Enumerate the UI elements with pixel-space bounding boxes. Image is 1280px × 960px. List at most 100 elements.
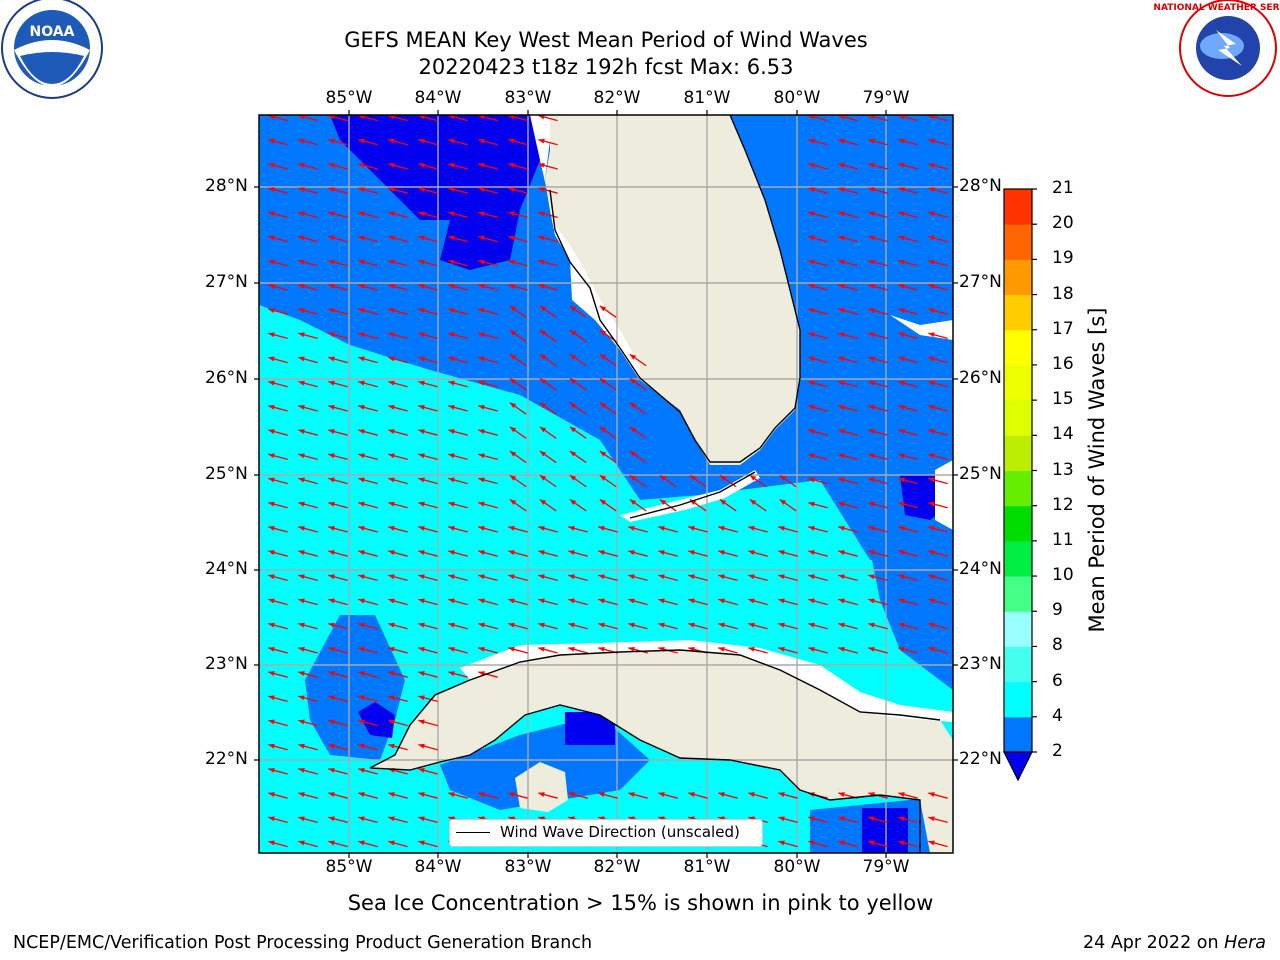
wind-wave-arrow (298, 622, 318, 630)
wind-wave-arrow (598, 525, 618, 533)
wind-wave-arrow (808, 816, 828, 824)
wind-wave-arrow (538, 550, 558, 557)
wind-wave-arrow (838, 138, 858, 146)
lon-label-bottom: 83°W (504, 857, 552, 877)
wind-wave-arrow (388, 598, 408, 606)
wind-wave-arrow (748, 525, 768, 533)
wind-wave-arrow (358, 767, 378, 775)
wind-wave-arrow (478, 792, 498, 799)
wind-wave-arrow (508, 792, 528, 799)
wind-wave-arrow (868, 138, 888, 146)
wind-wave-arrow (838, 187, 858, 194)
wind-wave-arrow (778, 792, 798, 799)
wind-wave-arrow (508, 646, 528, 654)
wind-wave-arrow (268, 574, 288, 582)
wind-wave-arrow (569, 377, 587, 391)
wind-wave-arrow (508, 283, 528, 291)
wind-wave-arrow (509, 377, 527, 391)
wind-wave-arrow (328, 235, 348, 243)
colorbar-extend-arrow (1003, 751, 1033, 782)
wind-wave-arrow (748, 550, 768, 557)
wind-wave-arrow (688, 525, 708, 533)
wind-wave-arrow (928, 598, 948, 606)
wind-wave-arrow (268, 695, 288, 703)
wind-wave-arrow (778, 646, 798, 654)
wind-wave-arrow (448, 646, 468, 654)
wind-wave-arrow (599, 377, 617, 391)
lat-label-right: 26°N (959, 368, 1002, 388)
wind-wave-arrow (538, 138, 558, 146)
wind-wave-arrow (418, 840, 438, 848)
wind-wave-arrow (358, 453, 378, 461)
wind-wave-arrow (898, 550, 918, 557)
wind-wave-arrow (538, 574, 558, 582)
wind-wave-arrow (328, 525, 348, 533)
wind-wave-arrow (838, 574, 858, 582)
wind-wave-arrow (268, 477, 288, 485)
wind-wave-arrow (509, 498, 527, 512)
wind-wave-arrow (898, 380, 918, 388)
wind-wave-arrow (629, 498, 647, 512)
wind-wave-arrow (509, 474, 527, 488)
wind-wave-arrow (928, 840, 948, 848)
wind-wave-arrow (568, 622, 588, 630)
wind-wave-arrow (388, 259, 408, 267)
colorbar-tick-label: 14 (1052, 424, 1074, 445)
colorbar-segment (1004, 400, 1032, 436)
map-frame (258, 114, 954, 854)
colorbar-segment (1004, 470, 1032, 507)
wind-wave-arrow (928, 380, 948, 388)
colorbar-tick-label: 11 (1052, 529, 1074, 550)
wind-wave-arrow (688, 598, 708, 606)
wind-wave-arrow (569, 498, 587, 512)
wind-wave-arrow (868, 501, 888, 509)
wind-wave-arrow (328, 792, 348, 799)
colorbar-segment (1004, 611, 1032, 647)
wind-wave-arrow (898, 792, 918, 799)
wind-wave-arrow (358, 235, 378, 243)
wind-wave-arrow (718, 574, 738, 582)
wind-wave-arrow (898, 646, 918, 654)
wind-wave-arrow (358, 646, 378, 654)
colorbar-tick-label: 4 (1052, 705, 1063, 726)
wind-wave-arrow (478, 187, 498, 194)
wind-wave-arrow (448, 550, 468, 557)
wind-wave-arrow (418, 187, 438, 194)
wind-wave-arrow (868, 308, 888, 315)
lon-label-top: 81°W (683, 88, 731, 108)
lat-label-right: 23°N (959, 654, 1002, 674)
wind-wave-arrow (868, 816, 888, 824)
wind-wave-arrow (868, 259, 888, 267)
wind-wave-arrow (898, 404, 918, 412)
wind-wave-arrow (298, 283, 318, 291)
wind-wave-arrow (778, 816, 798, 824)
lat-label-left: 26°N (205, 368, 248, 388)
wind-wave-arrow (838, 646, 858, 654)
wind-wave-arrow (418, 477, 438, 485)
wind-wave-arrow (358, 356, 378, 364)
wind-wave-arrow (418, 211, 438, 219)
wind-wave-arrow (418, 429, 438, 436)
wind-wave-arrow (838, 356, 858, 364)
wind-wave-arrow (448, 235, 468, 243)
lon-label-top: 83°W (504, 88, 552, 108)
wind-wave-arrow (808, 429, 828, 436)
wind-wave-arrow (718, 550, 738, 557)
wave-region-north (259, 115, 953, 560)
colorbar-tick-label: 10 (1052, 565, 1074, 586)
wind-wave-arrow (268, 840, 288, 848)
wind-wave-arrow (268, 816, 288, 824)
wind-wave-arrow (388, 356, 408, 364)
wind-wave-arrow (509, 450, 527, 464)
wind-wave-arrow (358, 138, 378, 146)
wind-wave-arrow (298, 501, 318, 509)
wind-wave-arrow (598, 574, 618, 582)
wind-wave-arrow (898, 308, 918, 315)
wind-wave-arrow (298, 598, 318, 606)
wind-wave-arrow (268, 235, 288, 243)
wind-wave-arrow (358, 574, 378, 582)
colorbar-tick-label: 9 (1052, 600, 1063, 621)
wind-wave-arrow (838, 115, 858, 122)
wind-wave-arrow (569, 329, 587, 343)
wind-wave-arrow (748, 622, 768, 630)
